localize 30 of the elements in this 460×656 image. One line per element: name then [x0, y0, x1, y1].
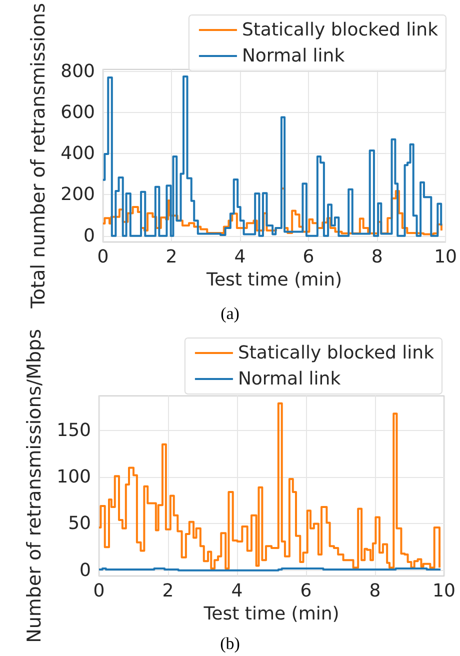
- x-axis-title: Test time (min): [206, 269, 342, 290]
- x-tick-label: 6: [302, 246, 314, 268]
- x-tick-label: 0: [97, 246, 109, 268]
- y-tick-label: 150: [56, 420, 91, 441]
- y-tick-label: 400: [60, 143, 95, 164]
- y-tick-label: 100: [56, 466, 91, 488]
- text: (b): [220, 634, 240, 653]
- text: (a): [220, 304, 240, 323]
- x-axis-title: Test time (min): [202, 603, 340, 624]
- legend-label: Normal link: [242, 46, 346, 66]
- y-tick-label: 600: [60, 102, 95, 123]
- y-tick-label: 0: [80, 560, 91, 581]
- y-tick-label: 200: [60, 184, 95, 206]
- x-tick-label: 4: [231, 580, 243, 602]
- legend-label: Statically blocked link: [242, 20, 439, 40]
- legend-label: Normal link: [238, 368, 342, 390]
- x-tick-label: 8: [369, 580, 381, 602]
- y-tick-label: 800: [60, 60, 95, 82]
- legend-label: Statically blocked link: [238, 342, 435, 364]
- x-tick-label: 2: [166, 246, 178, 268]
- y-tick-label: 0: [84, 225, 95, 246]
- x-tick-label: 8: [371, 246, 383, 268]
- x-tick-label: 4: [234, 246, 246, 268]
- y-axis-title: Number of retransmissions/Mbps: [24, 329, 46, 643]
- x-tick-label: 10: [432, 580, 456, 602]
- x-tick-label: 6: [300, 580, 312, 602]
- x-tick-label: 10: [434, 246, 457, 268]
- y-tick-label: 50: [68, 513, 91, 534]
- y-axis-title: Total number of retransmissions: [28, 2, 50, 310]
- x-tick-label: 2: [162, 580, 174, 602]
